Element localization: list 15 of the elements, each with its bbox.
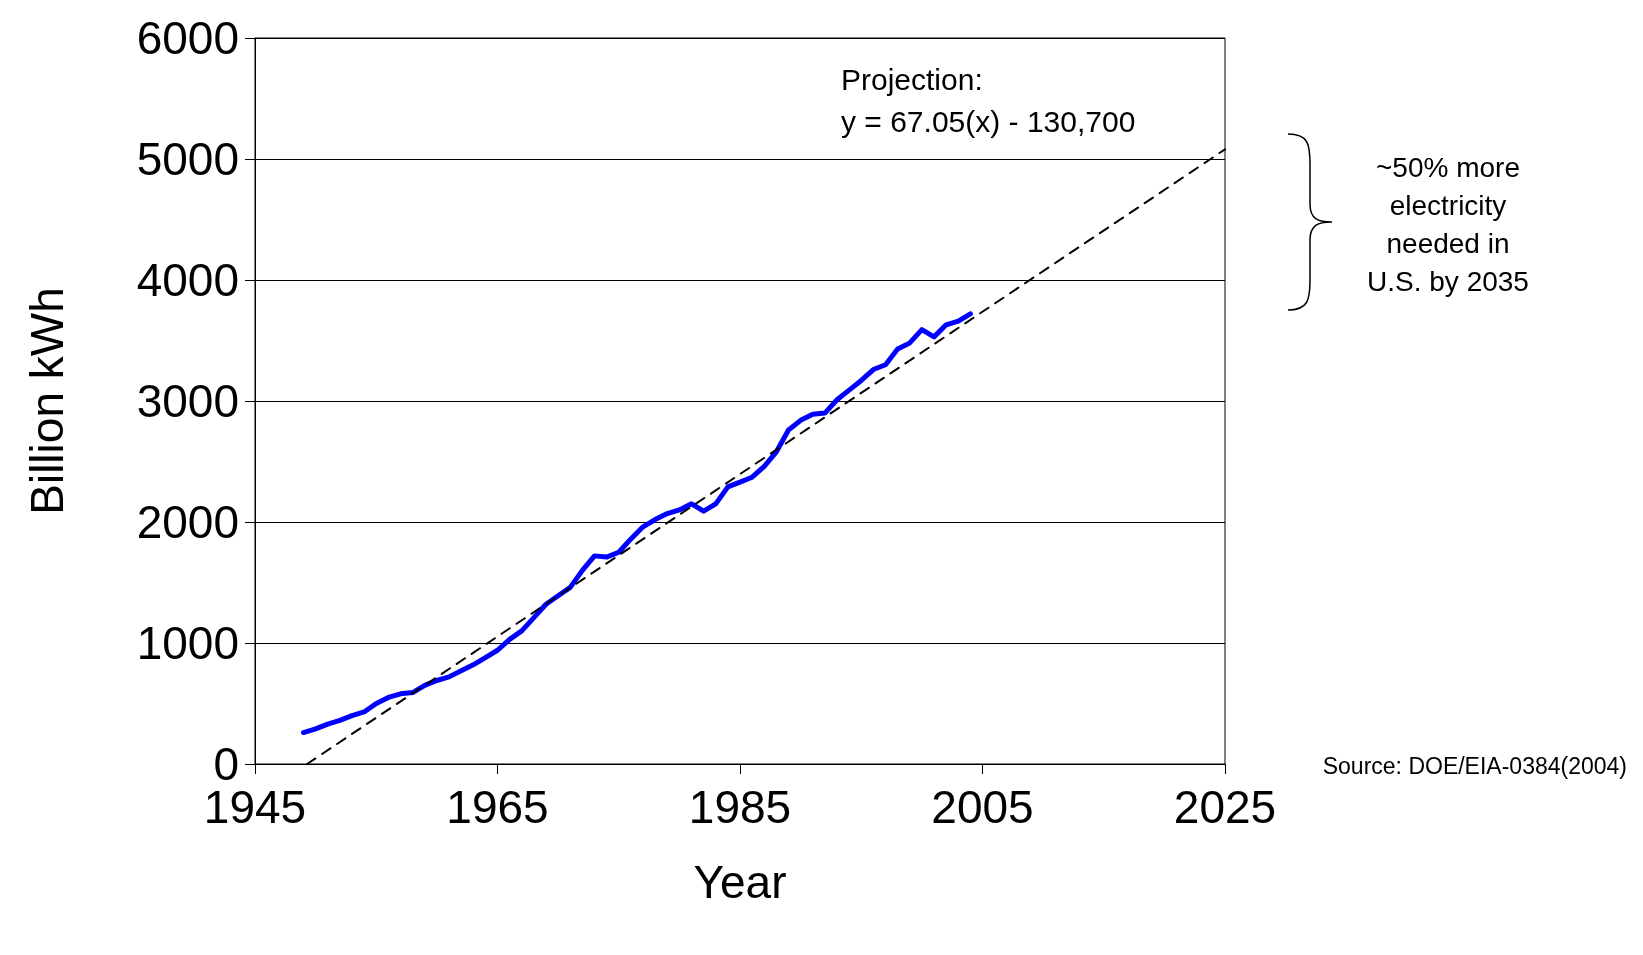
y-axis-title: Billion kWh [21,287,73,515]
annotation: Projection: y = 67.05(x) - 130,700 [841,62,1136,138]
x-tick-label: 1965 [446,781,549,833]
source-note: Source: DOE/EIA-0384(2004) [1322,752,1628,779]
x-tick-label: 1985 [688,781,792,833]
y-tick-label: 2000 [136,496,239,548]
text: ~50% more electricity needed in U.S. by 2035 [1367,151,1529,297]
x-tick-label: 2005 [931,781,1034,833]
y-tick-label: 3000 [136,375,239,427]
x-tick-label: 2025 [1173,781,1277,833]
y-tick-label: 5000 [136,133,239,185]
y-tick-label: 6000 [136,12,239,64]
y-tick-label: 4000 [136,254,239,306]
x-axis-title: Year [693,856,787,908]
y-tick-label: 1000 [136,617,239,669]
